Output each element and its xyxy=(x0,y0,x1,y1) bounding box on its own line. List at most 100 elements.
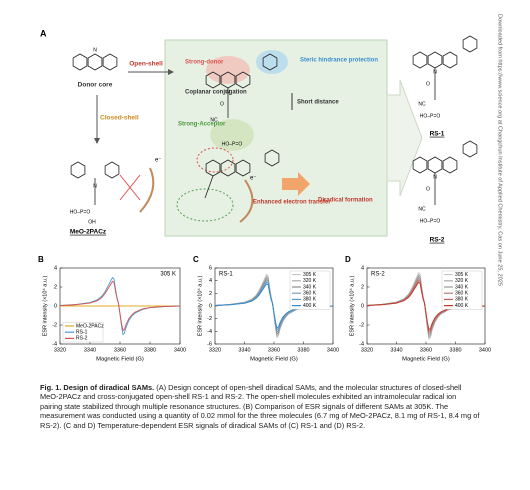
acceptor-dash xyxy=(176,188,234,222)
y-tick-label: 4 xyxy=(54,265,57,271)
x-tick-label: 3360 xyxy=(114,347,126,353)
ring xyxy=(235,159,251,177)
label: Short distance xyxy=(297,100,339,106)
atom-label: NC xyxy=(418,206,426,212)
legend-box xyxy=(289,270,331,310)
y-tick-label: 6 xyxy=(209,265,212,271)
transfer-arrow xyxy=(239,179,254,223)
legend-box xyxy=(441,270,483,310)
atom-label: N xyxy=(433,174,437,180)
label: Enhanced electron transfer xyxy=(253,200,331,206)
ring xyxy=(102,53,118,71)
structures xyxy=(70,35,478,205)
atom-label: HO–P=O xyxy=(420,218,441,224)
atom-label: N xyxy=(433,69,437,75)
ring xyxy=(72,53,88,71)
ring xyxy=(70,161,86,179)
x-tick-label: 3320 xyxy=(361,347,373,353)
panel-label: D xyxy=(345,255,351,264)
ring xyxy=(442,51,458,69)
legend-label: 360 K xyxy=(455,291,469,297)
y-tick-label: 2 xyxy=(54,284,57,290)
series-line xyxy=(59,280,181,332)
label: Closed-shell xyxy=(100,115,139,122)
atom-label: O xyxy=(426,186,430,192)
y-tick-label: -4 xyxy=(359,341,364,347)
ring xyxy=(262,53,278,71)
legend-label: 400 K xyxy=(303,303,317,309)
ring xyxy=(264,149,280,167)
atom-label: HO–P=O xyxy=(222,141,243,147)
atom-label: N xyxy=(93,183,97,189)
y-axis-label: ESR intensity (×10⁴ a.u.) xyxy=(348,276,355,337)
x-axis-label: Magnetic Field (G) xyxy=(402,357,450,363)
caption-title: Fig. 1. Design of diradical SAMs. xyxy=(40,383,155,392)
ring xyxy=(87,53,103,71)
legend-label: RS-1 xyxy=(76,330,88,336)
atom-label: HO–P=O xyxy=(420,113,441,119)
legend-label: 305 K xyxy=(303,272,317,278)
legend-label: 340 K xyxy=(455,284,469,290)
y-axis-label: ESR intensity (×10⁴ a.u.) xyxy=(41,276,48,337)
steric-highlight xyxy=(256,50,288,74)
y-tick-label: 4 xyxy=(361,265,364,271)
label: Coplanar conjugation xyxy=(185,90,247,96)
x-tick-label: 3400 xyxy=(479,347,491,353)
x-axis-label: Magnetic Field (G) xyxy=(250,357,298,363)
annotation: RS-2 xyxy=(371,272,385,278)
atom-label: O xyxy=(426,81,430,87)
x-tick-label: 3380 xyxy=(449,347,461,353)
x-axis-label: Magnetic Field (G) xyxy=(96,357,144,363)
label: MeO-2PACz xyxy=(70,229,107,236)
ring xyxy=(462,140,478,158)
atom-label: N xyxy=(226,89,230,95)
donor-dash xyxy=(196,147,234,173)
x-tick-label: 3400 xyxy=(327,347,339,353)
label: Strong-Acceptor xyxy=(178,122,226,128)
ring xyxy=(412,156,428,174)
ring xyxy=(427,156,443,174)
atom-label: OH xyxy=(88,219,96,225)
big-arrow xyxy=(386,79,423,197)
atom-label: NC xyxy=(210,117,218,123)
panel-label: A xyxy=(40,28,47,38)
legend-label: 360 K xyxy=(303,291,317,297)
legend-label: 320 K xyxy=(455,278,469,284)
x-tick-label: 3360 xyxy=(268,347,280,353)
arrow-head xyxy=(168,69,174,75)
y-tick-label: 0 xyxy=(361,303,364,309)
x-tick-label: 3380 xyxy=(144,347,156,353)
y-tick-label: 2 xyxy=(209,291,212,297)
legend-label: 305 K xyxy=(455,272,469,278)
annotation: RS-1 xyxy=(219,272,233,278)
label: e⁻ xyxy=(155,158,162,164)
legend-label: 320 K xyxy=(303,278,317,284)
x-tick-label: 3320 xyxy=(54,347,66,353)
y-tick-label: 0 xyxy=(54,303,57,309)
ring xyxy=(462,35,478,53)
x-tick-label: 3320 xyxy=(209,347,221,353)
atom-label: NC xyxy=(418,101,426,107)
x-tick-label: 3400 xyxy=(174,347,186,353)
atom-label: HO–P=O xyxy=(70,209,91,215)
legend-box xyxy=(62,322,104,343)
legend-label: 340 K xyxy=(303,284,317,290)
atom-label: O xyxy=(220,101,224,107)
legend-label: 380 K xyxy=(303,297,317,303)
label: RS-1 xyxy=(430,131,445,138)
cross xyxy=(119,174,141,201)
x-tick-label: 3340 xyxy=(390,347,402,353)
y-tick-label: 0 xyxy=(209,303,212,309)
y-tick-label: 4 xyxy=(209,278,212,284)
y-tick-label: 2 xyxy=(361,284,364,290)
ring xyxy=(235,71,251,89)
label: Steric hindrance protection xyxy=(300,58,378,64)
y-tick-label: -4 xyxy=(207,329,212,335)
y-tick-label: -2 xyxy=(52,322,57,328)
label: Diradical formation xyxy=(318,198,373,204)
ring xyxy=(442,156,458,174)
label: Strong-donor xyxy=(185,60,224,66)
ring xyxy=(427,51,443,69)
atom-label: N xyxy=(93,47,97,53)
